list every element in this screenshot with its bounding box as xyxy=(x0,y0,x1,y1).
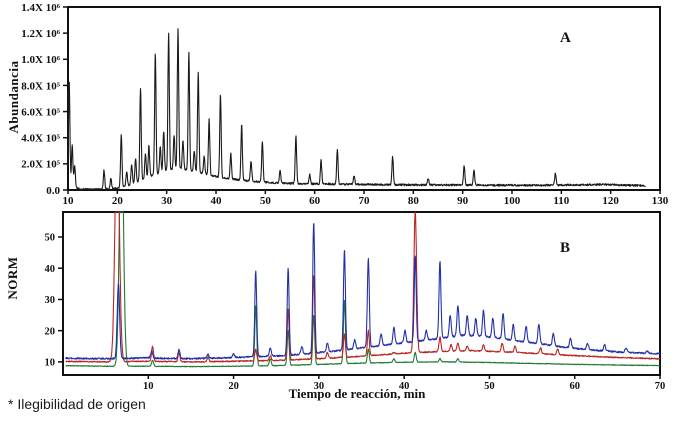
svg-text:4.0X 10⁵: 4.0X 10⁵ xyxy=(21,133,60,145)
svg-text:90: 90 xyxy=(457,195,469,207)
svg-text:60: 60 xyxy=(309,195,321,207)
svg-text:40: 40 xyxy=(211,195,223,207)
svg-text:20: 20 xyxy=(228,381,239,392)
svg-text:0.0: 0.0 xyxy=(46,185,60,197)
svg-text:80: 80 xyxy=(408,195,420,207)
svg-text:70: 70 xyxy=(655,381,666,392)
svg-text:110: 110 xyxy=(553,195,569,207)
svg-text:50: 50 xyxy=(484,381,495,392)
panel-b-y-axis-label: NORM xyxy=(5,256,20,300)
panel-b-plot: 10 20 30 40 50 60 70 10 20 30 40 50 xyxy=(45,211,665,392)
panel-a-y-axis-label: Abundancia xyxy=(6,60,21,134)
svg-text:100: 100 xyxy=(504,195,521,207)
svg-text:50: 50 xyxy=(45,233,56,244)
svg-text:30: 30 xyxy=(314,381,325,392)
svg-text:120: 120 xyxy=(602,195,619,207)
svg-text:30: 30 xyxy=(45,295,56,306)
svg-text:10: 10 xyxy=(63,195,75,207)
svg-text:50: 50 xyxy=(260,195,272,207)
svg-text:1.2X 10⁶: 1.2X 10⁶ xyxy=(21,28,60,40)
svg-text:40: 40 xyxy=(45,264,56,275)
svg-text:1.4X 10⁶: 1.4X 10⁶ xyxy=(21,2,60,14)
svg-text:20: 20 xyxy=(112,195,124,207)
svg-text:10: 10 xyxy=(45,358,56,369)
svg-text:10: 10 xyxy=(143,381,154,392)
svg-text:2.0X 10⁵: 2.0X 10⁵ xyxy=(21,159,60,171)
svg-text:8.0X 10⁵: 8.0X 10⁵ xyxy=(21,80,60,92)
svg-text:130: 130 xyxy=(652,195,669,207)
svg-text:70: 70 xyxy=(359,195,371,207)
svg-text:60: 60 xyxy=(569,381,580,392)
footnote: * Ilegibilidad de origen xyxy=(8,396,146,412)
svg-text:30: 30 xyxy=(161,195,173,207)
svg-text:1.0X 10⁶: 1.0X 10⁶ xyxy=(21,54,60,66)
svg-text:6.0X 10⁵: 6.0X 10⁵ xyxy=(21,106,60,118)
panel-b-x-axis-label: Tiempo de reacción, min xyxy=(288,386,426,401)
svg-text:20: 20 xyxy=(45,326,56,337)
panel-b-label: B xyxy=(560,240,571,256)
panel-a-plot: 10 20 30 40 50 60 70 80 90 100 110 120 130 0.0 2.0X 10… xyxy=(21,2,669,207)
panel-a-label: A xyxy=(560,30,571,46)
svg-text:40: 40 xyxy=(399,381,410,392)
